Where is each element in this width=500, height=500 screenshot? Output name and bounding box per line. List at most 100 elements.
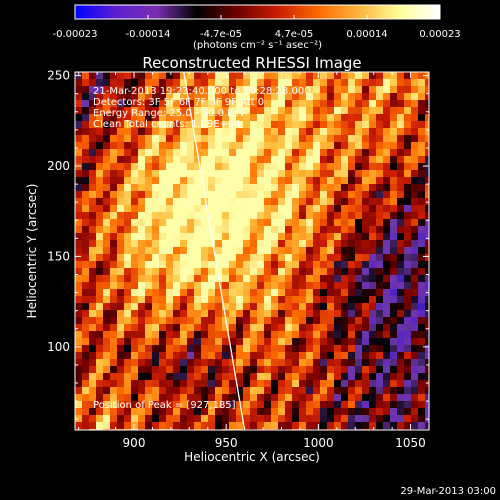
heatmap-pixel xyxy=(131,170,139,178)
heatmap-pixel xyxy=(355,289,363,297)
heatmap-pixel xyxy=(250,387,258,395)
heatmap-pixel xyxy=(411,163,419,171)
heatmap-pixel xyxy=(306,282,314,290)
heatmap-pixel xyxy=(418,422,426,430)
heatmap-pixel xyxy=(75,296,83,304)
heatmap-pixel xyxy=(180,359,188,367)
heatmap-pixel xyxy=(264,254,272,262)
heatmap-pixel xyxy=(243,121,251,129)
heatmap-pixel xyxy=(236,191,244,199)
heatmap-pixel xyxy=(215,156,223,164)
heatmap-pixel xyxy=(341,212,349,220)
heatmap-pixel xyxy=(173,401,181,409)
heatmap-pixel xyxy=(194,212,202,220)
heatmap-pixel xyxy=(138,86,146,94)
heatmap-pixel xyxy=(425,296,429,304)
heatmap-pixel xyxy=(152,212,160,220)
heatmap-pixel xyxy=(124,226,132,234)
heatmap-pixel xyxy=(173,394,181,402)
heatmap-pixel xyxy=(348,240,356,248)
heatmap-pixel xyxy=(376,240,384,248)
heatmap-pixel xyxy=(348,303,356,311)
heatmap-pixel xyxy=(271,212,279,220)
heatmap-pixel xyxy=(306,107,314,115)
heatmap-pixel xyxy=(89,359,97,367)
heatmap-pixel xyxy=(341,72,349,80)
heatmap-pixel xyxy=(264,93,272,101)
heatmap-pixel xyxy=(257,240,265,248)
heatmap-pixel xyxy=(152,247,160,255)
heatmap-pixel xyxy=(271,296,279,304)
heatmap-pixel xyxy=(201,394,209,402)
heatmap-pixel xyxy=(306,135,314,143)
heatmap-pixel xyxy=(215,205,223,213)
heatmap-pixel xyxy=(159,401,167,409)
heatmap-pixel xyxy=(89,415,97,423)
heatmap-pixel xyxy=(418,352,426,360)
heatmap-pixel xyxy=(180,205,188,213)
heatmap-pixel xyxy=(355,338,363,346)
heatmap-pixel xyxy=(418,205,426,213)
annotation-block: 21-Mar-2013 19:23:40.000 to 19:28:28.000… xyxy=(93,86,311,130)
heatmap-pixel xyxy=(166,170,174,178)
heatmap-pixel xyxy=(243,198,251,206)
heatmap-pixel xyxy=(285,317,293,325)
heatmap-pixel xyxy=(404,275,412,283)
heatmap-pixel xyxy=(229,191,237,199)
heatmap-pixel xyxy=(320,303,328,311)
heatmap-pixel xyxy=(425,324,429,332)
heatmap-pixel xyxy=(418,107,426,115)
heatmap-pixel xyxy=(96,240,104,248)
heatmap-pixel xyxy=(250,408,258,416)
heatmap-pixel xyxy=(208,163,216,171)
heatmap-pixel xyxy=(341,93,349,101)
heatmap-pixel xyxy=(299,170,307,178)
heatmap-pixel xyxy=(215,177,223,185)
heatmap-pixel xyxy=(334,79,342,87)
heatmap-pixel xyxy=(369,121,377,129)
heatmap-pixel xyxy=(124,303,132,311)
heatmap-pixel xyxy=(229,331,237,339)
heatmap-pixel xyxy=(82,191,90,199)
heatmap-pixel xyxy=(313,128,321,136)
heatmap-pixel xyxy=(159,282,167,290)
heatmap-pixel xyxy=(208,338,216,346)
heatmap-pixel xyxy=(404,240,412,248)
heatmap-pixel xyxy=(292,135,300,143)
heatmap-pixel xyxy=(411,338,419,346)
heatmap-pixel xyxy=(82,72,90,80)
heatmap-pixel xyxy=(264,226,272,234)
heatmap-pixel xyxy=(334,394,342,402)
heatmap-pixel xyxy=(103,184,111,192)
heatmap-pixel xyxy=(173,268,181,276)
heatmap-pixel xyxy=(348,331,356,339)
heatmap-pixel xyxy=(425,380,429,388)
heatmap-pixel xyxy=(418,317,426,325)
heatmap-pixel xyxy=(159,170,167,178)
heatmap-pixel xyxy=(187,149,195,157)
heatmap-pixel xyxy=(124,261,132,269)
heatmap-pixel xyxy=(348,401,356,409)
heatmap-pixel xyxy=(152,296,160,304)
heatmap-pixel xyxy=(180,394,188,402)
heatmap-pixel xyxy=(271,100,279,108)
heatmap-pixel xyxy=(404,338,412,346)
heatmap-pixel xyxy=(369,345,377,353)
heatmap-pixel xyxy=(159,289,167,297)
heatmap-pixel xyxy=(173,254,181,262)
heatmap-pixel xyxy=(180,240,188,248)
heatmap-pixel xyxy=(299,247,307,255)
heatmap-pixel xyxy=(180,275,188,283)
heatmap-pixel xyxy=(327,184,335,192)
heatmap-pixel xyxy=(110,254,118,262)
heatmap-pixel xyxy=(341,156,349,164)
heatmap-pixel xyxy=(271,352,279,360)
heatmap-pixel xyxy=(229,247,237,255)
heatmap-pixel xyxy=(173,135,181,143)
heatmap-pixel xyxy=(404,233,412,241)
heatmap-pixel xyxy=(131,219,139,227)
heatmap-pixel xyxy=(348,212,356,220)
heatmap-pixel xyxy=(278,317,286,325)
heatmap-pixel xyxy=(313,212,321,220)
heatmap-pixel xyxy=(383,107,391,115)
